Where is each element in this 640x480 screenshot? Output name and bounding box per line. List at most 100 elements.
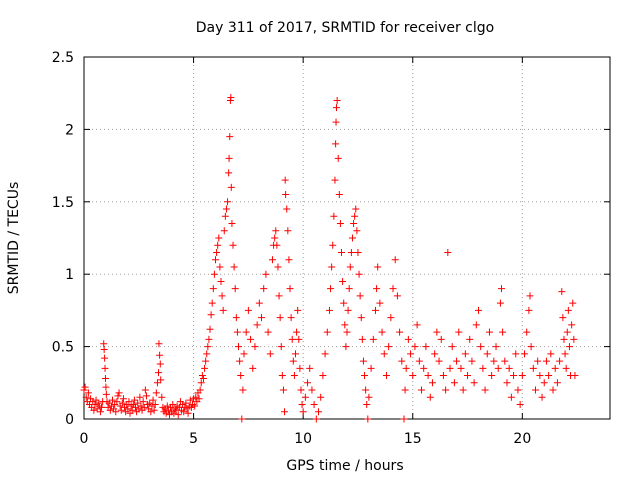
y-tick-label: 2 xyxy=(65,122,74,138)
data-point xyxy=(361,372,369,380)
data-point xyxy=(114,392,122,400)
data-point xyxy=(262,270,270,278)
data-point xyxy=(488,372,496,380)
data-point xyxy=(306,364,314,372)
data-point xyxy=(277,343,285,351)
data-point xyxy=(516,401,524,409)
data-point xyxy=(479,364,487,372)
data-point xyxy=(382,372,390,380)
y-tick-label: 1 xyxy=(65,267,74,283)
data-point xyxy=(221,212,229,220)
data-point xyxy=(264,328,272,336)
data-point xyxy=(331,176,339,184)
data-point xyxy=(569,299,577,307)
data-point xyxy=(139,398,147,406)
data-point xyxy=(215,234,223,242)
data-point xyxy=(538,393,546,401)
data-point xyxy=(346,263,354,271)
data-point xyxy=(94,399,102,407)
data-point xyxy=(330,212,338,220)
data-point xyxy=(470,379,478,387)
data-point xyxy=(391,256,399,264)
data-point xyxy=(255,299,263,307)
data-point xyxy=(359,357,367,365)
data-point xyxy=(341,321,349,329)
data-point xyxy=(295,335,303,343)
data-point xyxy=(124,405,132,413)
data-point xyxy=(169,401,177,409)
data-point xyxy=(216,263,224,271)
data-point xyxy=(481,386,489,394)
data-point xyxy=(271,234,279,242)
data-point xyxy=(195,395,203,403)
data-point xyxy=(219,306,227,314)
data-point xyxy=(142,392,150,400)
data-point xyxy=(328,263,336,271)
data-point xyxy=(333,96,341,104)
data-point xyxy=(106,406,114,414)
data-point xyxy=(492,343,500,351)
data-point xyxy=(288,335,296,343)
data-point xyxy=(570,335,578,343)
data-point xyxy=(339,277,347,285)
data-point xyxy=(96,408,104,416)
data-point xyxy=(80,386,88,394)
data-point xyxy=(276,314,284,322)
data-point xyxy=(358,335,366,343)
data-point xyxy=(459,386,467,394)
data-point xyxy=(220,227,228,235)
data-point xyxy=(540,379,548,387)
data-point xyxy=(310,401,318,409)
data-point xyxy=(518,372,526,380)
data-point xyxy=(235,343,243,351)
data-point xyxy=(198,372,206,380)
data-point xyxy=(192,393,200,401)
data-point xyxy=(483,350,491,358)
data-point xyxy=(371,306,379,314)
data-point xyxy=(191,402,199,410)
data-point xyxy=(332,140,340,148)
data-point xyxy=(289,357,297,365)
data-point xyxy=(512,350,520,358)
data-point xyxy=(233,328,241,336)
data-point xyxy=(424,372,432,380)
data-point xyxy=(174,411,182,419)
data-point xyxy=(212,256,219,264)
data-point xyxy=(401,386,409,394)
data-point xyxy=(400,415,408,423)
data-point xyxy=(156,360,164,368)
data-point xyxy=(296,364,304,372)
data-point xyxy=(385,343,393,351)
data-point xyxy=(505,364,513,372)
data-point xyxy=(285,256,293,264)
data-point xyxy=(413,321,421,329)
data-point xyxy=(266,350,274,358)
data-point xyxy=(217,277,225,285)
data-point xyxy=(202,357,210,365)
data-point xyxy=(496,299,504,307)
data-point xyxy=(208,299,216,307)
data-point xyxy=(446,364,454,372)
data-point xyxy=(363,401,371,409)
data-point xyxy=(355,270,363,278)
data-point xyxy=(155,369,163,377)
data-point xyxy=(499,328,507,336)
data-point xyxy=(141,386,149,394)
data-point xyxy=(418,386,426,394)
data-points xyxy=(80,94,579,423)
data-point xyxy=(317,393,325,401)
x-tick-label: 15 xyxy=(404,431,422,447)
data-point xyxy=(240,350,248,358)
data-point xyxy=(428,379,436,387)
data-point xyxy=(299,408,307,416)
data-point xyxy=(354,248,362,256)
data-point xyxy=(136,393,144,401)
x-tick-label: 20 xyxy=(513,431,531,447)
data-point xyxy=(450,379,458,387)
data-point xyxy=(364,415,372,423)
data-point xyxy=(238,415,246,423)
data-point xyxy=(242,328,250,336)
y-tick-label: 0.5 xyxy=(52,340,74,356)
data-point xyxy=(308,386,316,394)
data-point xyxy=(102,383,110,391)
